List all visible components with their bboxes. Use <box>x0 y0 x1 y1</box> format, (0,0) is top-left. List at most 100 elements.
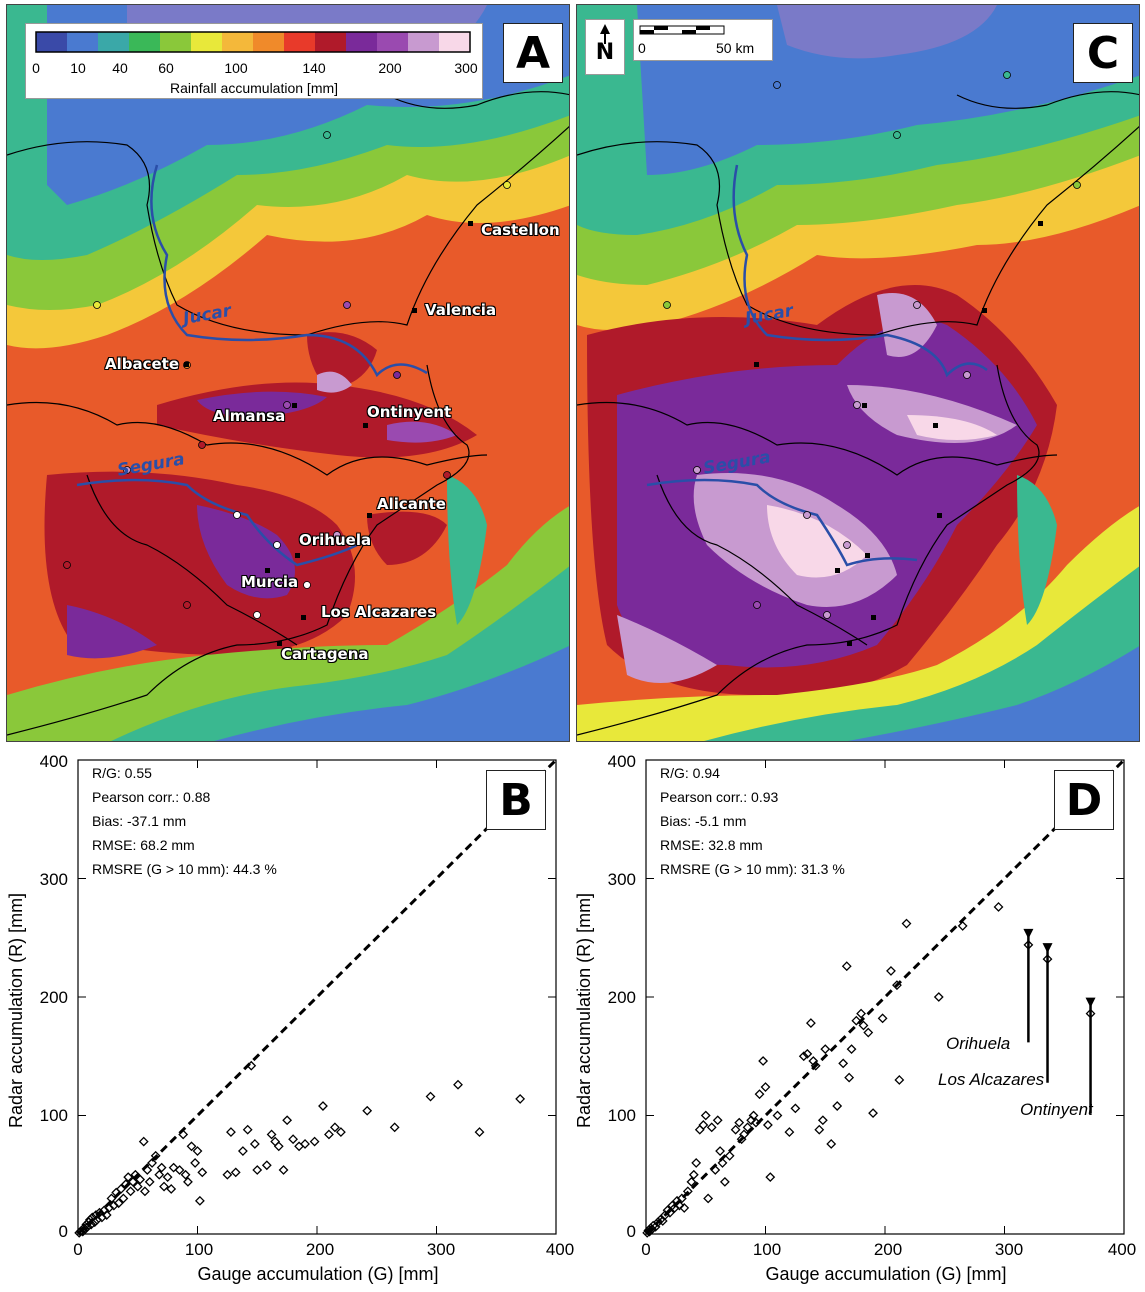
panel-label-b: B <box>486 770 546 830</box>
data-point <box>453 1079 463 1090</box>
data-point <box>810 1060 821 1071</box>
data-point <box>150 1150 161 1161</box>
city-label-orihuela: Orihuela <box>299 531 372 549</box>
x-tick: 400 <box>1107 1240 1137 1259</box>
x-axis-title: Gauge accumulation (G) [mm] <box>197 1264 439 1284</box>
data-point <box>703 1193 714 1204</box>
data-point <box>739 1129 749 1140</box>
legend-colorbar <box>35 31 471 53</box>
data-point <box>123 1172 134 1183</box>
data-point <box>116 1184 126 1194</box>
panel-label-c: C <box>1073 23 1133 83</box>
data-point <box>261 1160 272 1171</box>
x-axis-title: Gauge accumulation (G) [mm] <box>765 1264 1007 1284</box>
data-point <box>754 1089 765 1100</box>
y-tick: 400 <box>607 752 636 771</box>
data-point <box>820 1044 831 1055</box>
data-point <box>734 1117 745 1128</box>
data-point <box>125 1186 136 1197</box>
data-point <box>222 1169 233 1180</box>
city-label-albacete: Albacete <box>105 355 180 373</box>
colorbar-cell <box>191 32 223 52</box>
y-axis-title: Radar accumulation (R) [mm] <box>6 892 26 1128</box>
one-to-one-line <box>644 758 1126 1236</box>
city-label-valencia: Valencia <box>425 301 497 319</box>
data-point <box>132 1181 143 1192</box>
scatter-d-canvas <box>642 758 1126 1238</box>
data-point <box>957 920 968 931</box>
colorbar-cell <box>408 32 440 52</box>
data-point <box>724 1150 735 1161</box>
y-tick: 200 <box>607 988 636 1007</box>
colorbar-cell <box>315 32 347 52</box>
data-point <box>765 1172 776 1183</box>
data-point <box>282 1115 293 1126</box>
data-point <box>901 918 912 929</box>
data-point <box>273 1141 284 1152</box>
data-point <box>106 1193 117 1204</box>
colorbar-cell <box>98 32 130 52</box>
data-point <box>113 1198 124 1209</box>
legend-tick: 140 <box>302 60 326 76</box>
legend-tick: 100 <box>224 60 248 76</box>
stat-rg: R/G: 0.55 <box>92 765 152 781</box>
panel-label-d: D <box>1054 770 1114 830</box>
x-tick: 400 <box>545 1240 575 1259</box>
y-tick: 200 <box>39 988 68 1007</box>
legend-tick: 60 <box>158 60 174 76</box>
data-point <box>515 1093 526 1104</box>
data-point <box>118 1193 129 1204</box>
rainfall-map-c <box>577 5 1139 741</box>
colorbar-cell <box>160 32 192 52</box>
city-label-cartagena: Cartagena <box>281 645 369 663</box>
legend-title: Rainfall accumulation [mm] <box>169 80 339 96</box>
data-point <box>89 1217 100 1228</box>
north-arrow: N <box>585 19 625 75</box>
data-point <box>863 1027 874 1038</box>
x-tick: 300 <box>426 1240 456 1259</box>
data-point <box>425 1091 436 1102</box>
legend-tick: 40 <box>112 60 128 76</box>
data-point <box>730 1124 741 1135</box>
data-point <box>252 1165 263 1175</box>
data-point <box>892 980 902 991</box>
data-point <box>154 1169 165 1180</box>
data-point <box>762 1120 773 1130</box>
data-point <box>330 1122 340 1133</box>
city-label-almansa: Almansa <box>213 407 286 425</box>
data-point <box>389 1122 400 1133</box>
data-point <box>742 1122 753 1133</box>
stat-rmsre: RMSRE (G > 10 mm): 44.3 % <box>92 861 277 877</box>
data-point <box>868 1108 878 1119</box>
data-point <box>183 1176 193 1187</box>
data-point <box>772 1110 783 1121</box>
city-label-castellon: Castellon <box>481 221 560 239</box>
data-point <box>817 1115 828 1126</box>
data-point <box>249 1139 260 1149</box>
data-point <box>993 902 1004 912</box>
data-point <box>197 1167 208 1178</box>
y-tick: 100 <box>607 1106 636 1125</box>
data-point <box>802 1048 813 1059</box>
data-point <box>168 1162 179 1173</box>
data-point <box>717 1157 728 1168</box>
data-point <box>858 1020 869 1031</box>
data-point <box>162 1172 173 1183</box>
data-point <box>674 1200 685 1211</box>
one-to-one-line <box>76 758 558 1236</box>
data-point <box>266 1129 277 1140</box>
stat-rmse: RMSE: 32.8 mm <box>660 837 763 853</box>
y-tick: 100 <box>39 1106 68 1125</box>
data-point <box>814 1124 825 1135</box>
colorbar-cell <box>67 32 99 52</box>
x-tick: 0 <box>73 1240 83 1259</box>
scale-end: 50 km <box>716 40 755 56</box>
data-point <box>190 1157 201 1168</box>
data-point <box>278 1165 289 1175</box>
data-point <box>86 1219 97 1230</box>
data-point <box>237 1146 248 1156</box>
scale-start: 0 <box>638 40 646 56</box>
scatter-b-canvas <box>74 758 558 1238</box>
data-point <box>653 1217 663 1228</box>
data-point <box>686 1176 697 1187</box>
